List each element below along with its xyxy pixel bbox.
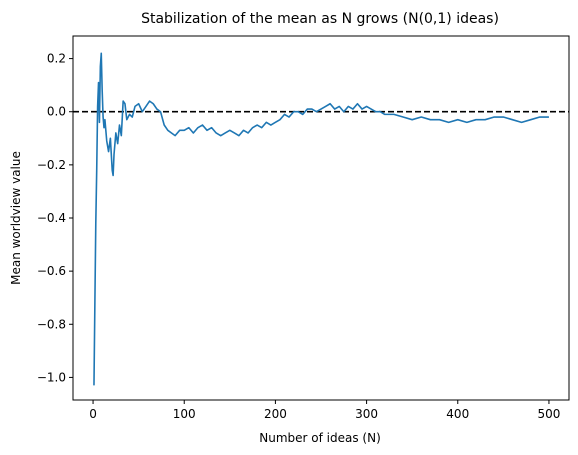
x-tick-label: 400 xyxy=(446,407,469,421)
x-tick-label: 300 xyxy=(355,407,378,421)
y-tick-label: −0.6 xyxy=(37,264,66,278)
series-line-0 xyxy=(93,52,549,386)
y-tick-label: −0.2 xyxy=(37,158,66,172)
y-tick-label: 0.0 xyxy=(47,105,66,119)
y-tick-label: −1.0 xyxy=(37,370,66,384)
x-tick-label: 500 xyxy=(537,407,560,421)
x-axis-label: Number of ideas (N) xyxy=(259,431,381,445)
chart-title: Stabilization of the mean as N grows (N(… xyxy=(141,11,499,27)
y-tick-label: 0.2 xyxy=(47,52,66,66)
x-tick-label: 200 xyxy=(264,407,287,421)
x-tick-label: 0 xyxy=(89,407,97,421)
x-tick-label: 100 xyxy=(173,407,196,421)
y-tick-label: −0.4 xyxy=(37,211,66,225)
y-tick-label: −0.8 xyxy=(37,317,66,331)
y-axis-label: Mean worldview value xyxy=(9,151,23,285)
plot-frame xyxy=(72,35,570,401)
